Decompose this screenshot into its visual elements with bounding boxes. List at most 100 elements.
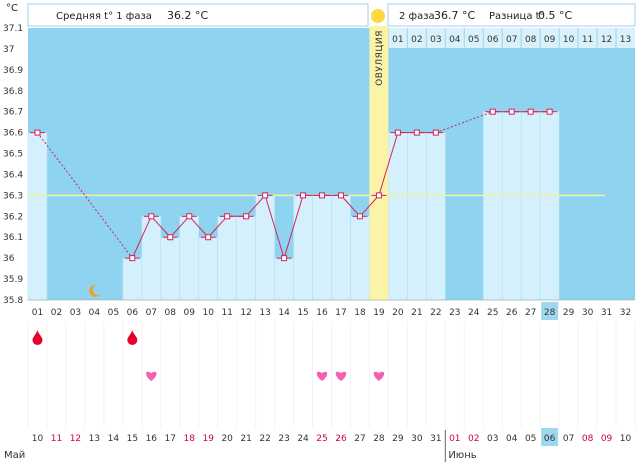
temperature-point: [337, 192, 344, 199]
x-tick-label: 04: [89, 308, 101, 318]
phase1-value: 36.2 °C: [167, 9, 208, 22]
temperature-line: [378, 132, 399, 196]
heart-icon: [335, 371, 347, 381]
temperature-line: [245, 195, 266, 217]
temperature-point: [224, 213, 231, 220]
temperature-point: [205, 234, 212, 241]
calendar-date: 19: [202, 434, 214, 444]
temperature-bar: [274, 257, 294, 301]
calendar-date: 01: [449, 434, 460, 444]
calendar-date: 11: [51, 434, 62, 444]
x-tick-label: 25: [487, 308, 498, 318]
temperature-point: [413, 129, 420, 136]
x-tick-label: 21: [411, 308, 422, 318]
y-tick-label: 37: [3, 45, 14, 55]
temperature-bar: [539, 111, 560, 301]
x-tick-label: 06: [127, 308, 139, 318]
calendar-date: 17: [165, 434, 176, 444]
y-tick-label: 36.8: [3, 87, 23, 97]
phase1-label: Средняя t° 1 фаза: [56, 11, 152, 22]
x-tick-label: 09: [184, 308, 196, 318]
temperature-line: [264, 195, 285, 259]
temperature-point: [186, 213, 193, 220]
temperature-line: [188, 215, 209, 238]
calendar-date: 27: [354, 434, 365, 444]
temperature-point: [148, 213, 155, 220]
temperature-bar: [331, 195, 351, 301]
y-tick-label: 36.3: [3, 191, 23, 201]
moon-icon: [89, 284, 101, 297]
y-axis: 37.1 37 36.9 36.8 36.7 36.6 36.5 36.4 36.3 36.2 36…: [3, 24, 23, 306]
temperature-line: [150, 215, 171, 238]
heart-icon: [146, 371, 157, 381]
x-tick-label: 32: [620, 308, 631, 318]
y-tick-label: 36.7: [3, 108, 23, 118]
x-tick-label: 08: [165, 308, 177, 318]
temperature-point: [34, 129, 41, 136]
calendar-date: 09: [601, 434, 613, 444]
temperature-bar: [426, 132, 446, 301]
sun-icon: [371, 9, 385, 23]
month-label: Май: [4, 450, 25, 461]
current-day-highlight: [541, 302, 559, 320]
calendar-date: 18: [184, 434, 196, 444]
calendar-date: 03: [487, 434, 498, 444]
temperature-bar: [236, 216, 256, 301]
phase2-value: 36.7 °C: [434, 9, 475, 22]
x-tick-label: 24: [468, 308, 480, 318]
header-phase1-box: [27, 3, 369, 27]
calendar-date: 04: [506, 434, 518, 444]
x-tick-label: 10: [202, 308, 214, 318]
phase2-day-label: 09: [544, 35, 556, 45]
temperature-line: [169, 215, 190, 238]
phase2-day-label: 10: [563, 35, 575, 45]
x-tick-label: 15: [297, 308, 308, 318]
calendar-date: 25: [316, 434, 327, 444]
temperature-bar: [520, 111, 541, 301]
y-tick-label: 35.8: [3, 296, 23, 306]
temperature-bar: [27, 132, 48, 301]
calendar-date: 02: [468, 434, 479, 444]
diff-label: Разница t°: [489, 11, 545, 22]
heart-icon: [316, 371, 328, 381]
calendar-date: 06: [544, 434, 556, 444]
calendar-date: 16: [146, 434, 158, 444]
phase2-day-label: 08: [525, 35, 537, 45]
phase2-day-label: 07: [506, 35, 517, 45]
y-tick-label: 35.9: [3, 275, 23, 285]
temperature-bar: [312, 195, 332, 301]
phase2-day-label: 05: [468, 35, 479, 45]
y-tick-label: 36.5: [3, 150, 23, 160]
x-tick-label: 16: [316, 308, 328, 318]
temperature-bar: [141, 216, 162, 301]
y-unit-label: °C: [6, 3, 18, 14]
calendar-date: 28: [373, 434, 385, 444]
temperature-point: [489, 108, 496, 115]
calendar-date: 29: [392, 434, 404, 444]
phase2-day-label: 03: [430, 35, 441, 45]
phase2-day-label: 01: [392, 35, 403, 45]
temperature-point: [300, 192, 307, 199]
diff-value: 0.5 °C: [538, 9, 572, 22]
temperature-line: [207, 215, 228, 238]
temperature-bar: [122, 257, 143, 301]
calendar-date: 26: [335, 434, 347, 444]
x-tick-label: 13: [259, 308, 270, 318]
temperature-bar: [293, 195, 313, 301]
calendar-date: 12: [70, 434, 81, 444]
y-tick-label: 36.9: [3, 66, 23, 76]
event-markers: [27, 322, 636, 428]
phase2-day-label: 02: [411, 35, 422, 45]
temperature-bar: [179, 216, 200, 301]
calendar-date: 10: [620, 434, 632, 444]
x-tick-label: 17: [335, 308, 346, 318]
temperature-bar: [217, 216, 237, 301]
y-tick-label: 36: [3, 254, 15, 264]
y-tick-label: 36.1: [3, 233, 23, 243]
calendar-strip: 10 11 12 13 14 15 16 17 18 19 20 21 22 23 24 25 26 27 28 29…: [4, 428, 632, 462]
temperature-line: [131, 216, 152, 259]
x-tick-label: 07: [146, 308, 157, 318]
temperature-point: [508, 108, 515, 115]
temperature-bar: [255, 195, 275, 301]
